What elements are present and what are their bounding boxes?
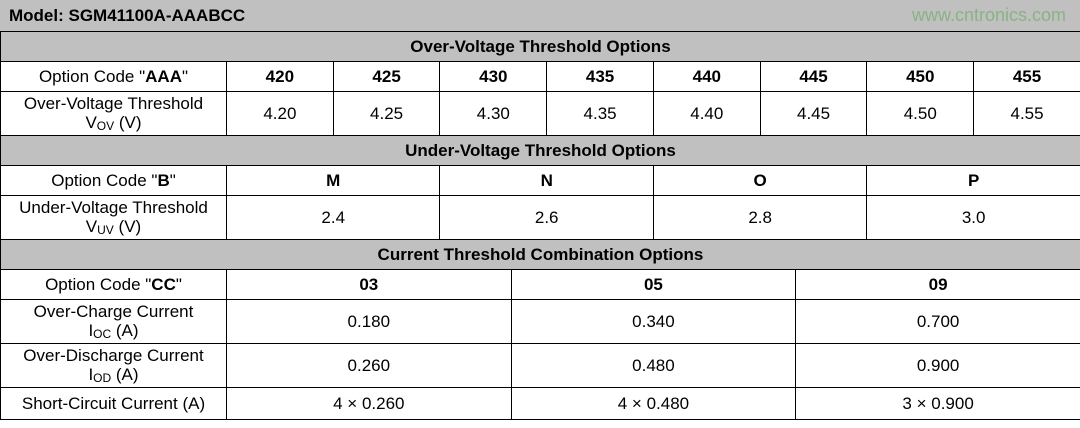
section-title: Current Threshold Combination Options: [0, 239, 1080, 270]
value-cell: 0.180: [226, 299, 512, 344]
row-label-name: Over-Discharge Current: [23, 345, 204, 365]
value-cell: 4.35: [546, 91, 654, 136]
model-header: Model: SGM41100A-AAABCC www.cntronics.co…: [0, 0, 1080, 31]
option-code-label: Option Code "B": [0, 165, 227, 196]
value-cell: 4.45: [759, 91, 868, 136]
value-cell: 0.260: [226, 343, 512, 388]
row-label-name: Under-Voltage Threshold: [19, 197, 208, 217]
value-cell: 3 × 0.900: [795, 387, 1080, 420]
option-code-cell: 440: [652, 61, 761, 92]
row-label-symbol: I: [88, 364, 94, 384]
option-code-label: Option Code "AAA": [0, 61, 227, 92]
value-cell: 0.700: [795, 299, 1080, 344]
value-cell: 4.20: [226, 91, 334, 136]
option-code-cell: 420: [226, 61, 334, 92]
value-cell: 2.4: [225, 195, 441, 240]
section-title: Over-Voltage Threshold Options: [0, 31, 1080, 62]
value-cell: 4.50: [866, 91, 975, 136]
value-cell: 0.480: [510, 343, 797, 388]
value-cell: 4 × 0.480: [510, 387, 797, 420]
table-row: Over-Discharge Current IOD (A) 0.260 0.480 0…: [0, 343, 1080, 388]
row-label-unit: (A): [111, 320, 139, 340]
table-row: Under-Voltage Threshold VUV (V) 2.4 2.6 2.8 3…: [0, 195, 1080, 240]
table-row: Short-Circuit Current (A) 4 × 0.260 4 × 0.…: [0, 387, 1080, 420]
watermark: www.cntronics.com: [911, 5, 1066, 25]
value-cell: 2.8: [652, 195, 868, 240]
option-code-key: B: [157, 171, 170, 190]
option-code-cell: 435: [546, 61, 654, 92]
row-label-symbol: V: [85, 112, 97, 132]
table-row: Over-Voltage Threshold VOV (V) 4.20 4.25 4.3…: [0, 91, 1080, 136]
row-label-unit: (V): [113, 216, 142, 236]
option-code-cell: O: [652, 165, 868, 196]
value-cell: 4.30: [439, 91, 548, 136]
option-code-cell: 05: [510, 269, 797, 300]
value-cell: 4 × 0.260: [226, 387, 512, 420]
options-table: Over-Voltage Threshold Options Option Cod…: [0, 31, 1080, 420]
option-code-row: Option Code "CC" 03 05 09: [0, 269, 1080, 300]
row-label: Under-Voltage Threshold VUV (V): [0, 195, 227, 240]
row-label: Over-Discharge Current IOD (A): [0, 343, 227, 388]
value-cell: 4.40: [652, 91, 761, 136]
option-code-cell: 455: [973, 61, 1080, 92]
row-label: Over-Charge Current IOC (A): [0, 299, 227, 344]
option-code-cell: N: [439, 165, 654, 196]
row-label-name: Over-Voltage Threshold: [23, 93, 204, 113]
row-label-symbol: I: [88, 320, 94, 340]
option-code-cell: 425: [332, 61, 441, 92]
row-label-name: Short-Circuit Current (A): [21, 394, 206, 413]
row-label-unit: (A): [111, 364, 139, 384]
row-label-subscript: UV: [97, 222, 114, 237]
option-code-quote: ": [169, 171, 176, 190]
option-code-cell: P: [866, 165, 1080, 196]
section-header-row: Under-Voltage Threshold Options: [0, 135, 1080, 166]
option-code-label: Option Code "CC": [0, 269, 227, 300]
option-code-quote: ": [182, 67, 189, 86]
value-cell: 4.25: [332, 91, 441, 136]
row-label-name: Over-Charge Current: [33, 301, 194, 321]
option-code-text: Option Code ": [51, 171, 158, 190]
option-code-key: CC: [151, 275, 176, 294]
table-row: Over-Charge Current IOC (A) 0.180 0.340 0.70…: [0, 299, 1080, 344]
row-label-subscript: OD: [93, 370, 112, 385]
option-code-cell: 09: [795, 269, 1080, 300]
option-code-cell: 03: [226, 269, 512, 300]
option-code-key: AAA: [145, 67, 182, 86]
option-code-cell: M: [225, 165, 441, 196]
row-label-subscript: OV: [96, 118, 115, 133]
section-header-row: Over-Voltage Threshold Options: [0, 31, 1080, 62]
model-title: Model: SGM41100A-AAABCC: [9, 6, 246, 25]
value-cell: 4.55: [973, 91, 1080, 136]
section-header-row: Current Threshold Combination Options: [0, 239, 1080, 270]
option-code-row: Option Code "B" M N O P: [0, 165, 1080, 196]
option-code-cell: 450: [866, 61, 975, 92]
value-cell: 0.900: [795, 343, 1080, 388]
value-cell: 3.0: [866, 195, 1080, 240]
option-code-text: Option Code ": [45, 275, 152, 294]
option-code-cell: 445: [759, 61, 868, 92]
option-code-row: Option Code "AAA" 420 425 430 435 440 445 450 45…: [0, 61, 1080, 92]
option-code-cell: 430: [439, 61, 548, 92]
section-title: Under-Voltage Threshold Options: [0, 135, 1080, 166]
option-code-text: Option Code ": [38, 67, 146, 86]
value-cell: 2.6: [439, 195, 654, 240]
row-label-subscript: OC: [93, 326, 112, 341]
row-label-symbol: V: [85, 216, 98, 236]
row-label-unit: (V): [114, 112, 142, 132]
value-cell: 0.340: [510, 299, 797, 344]
option-code-quote: ": [175, 275, 182, 294]
row-label: Over-Voltage Threshold VOV (V): [0, 91, 227, 136]
row-label: Short-Circuit Current (A): [0, 387, 227, 420]
